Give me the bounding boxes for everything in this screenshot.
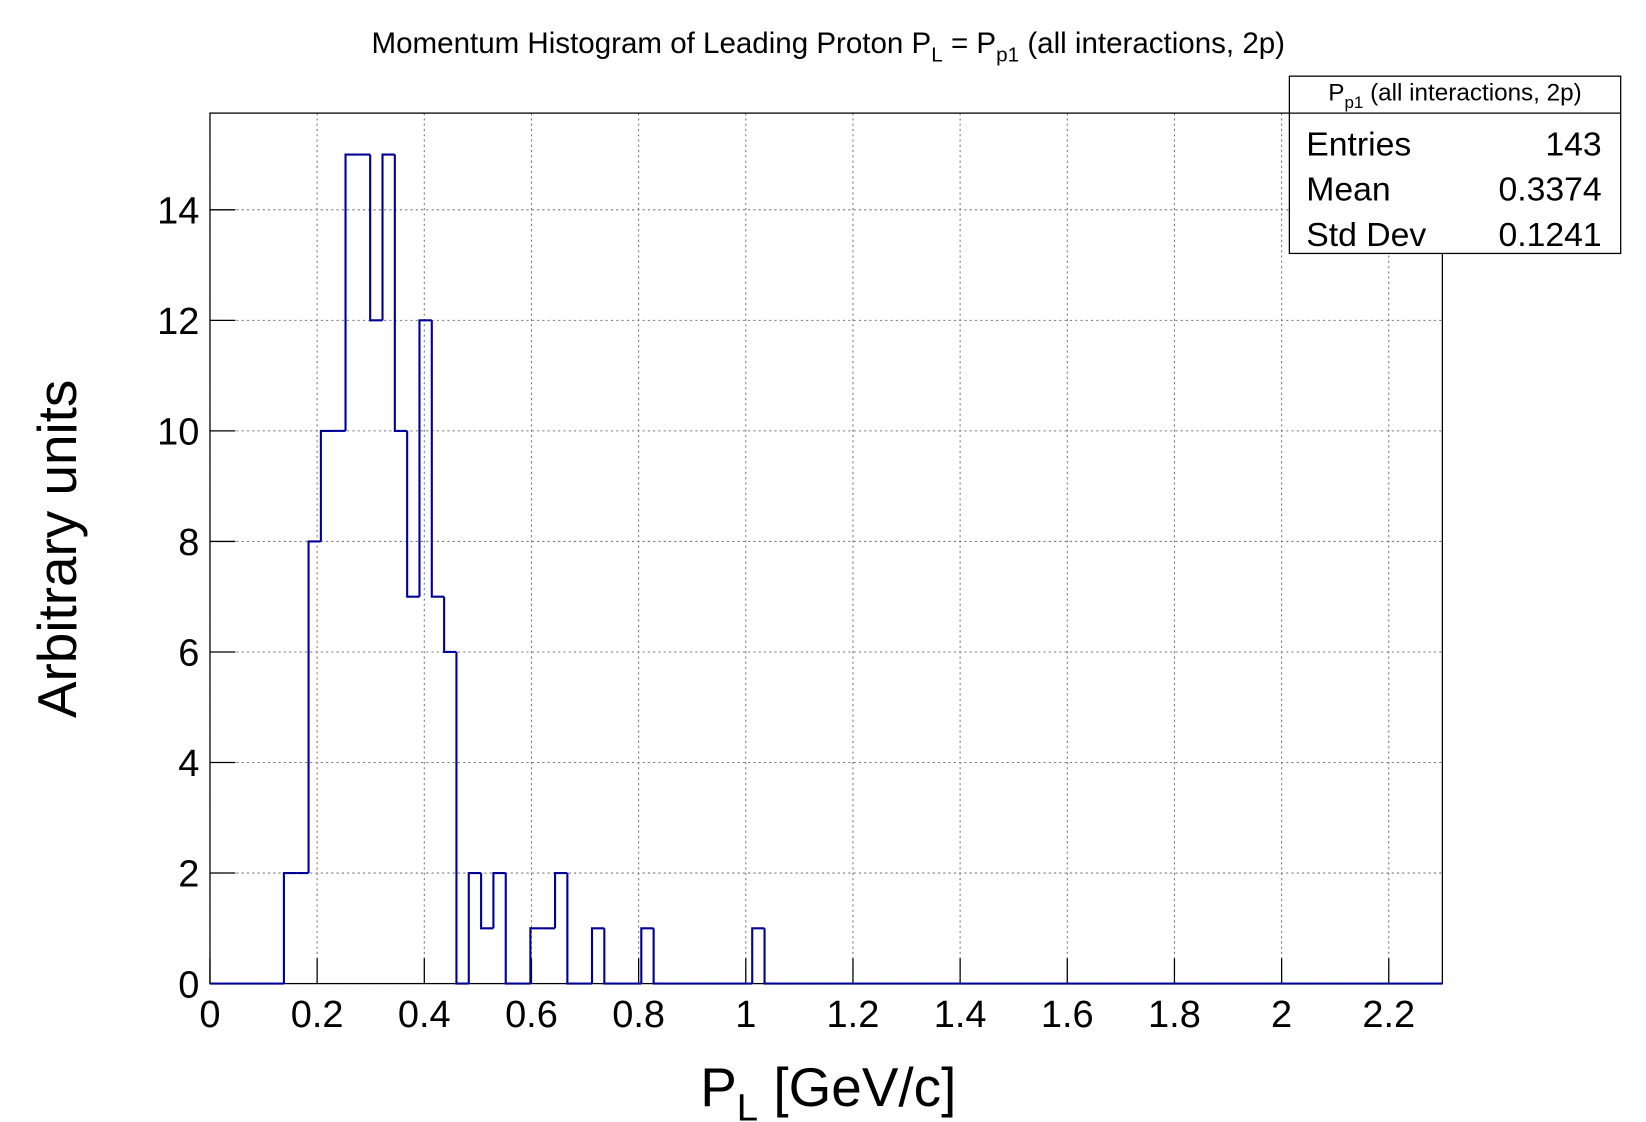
x-tick-label: 0 xyxy=(199,994,220,1036)
title-part: (all interactions, 2p) xyxy=(1019,27,1285,60)
x-tick-label: 2 xyxy=(1271,994,1292,1036)
y-tick-label: 4 xyxy=(178,743,199,785)
histogram-bin xyxy=(504,873,519,985)
histogram-bin xyxy=(603,928,617,985)
xlabel-sub: L xyxy=(737,1087,758,1122)
stats-title: Pp1 (all interactions, 2p) xyxy=(1328,79,1581,111)
y-tick-label: 12 xyxy=(157,301,199,343)
histogram-bin xyxy=(282,871,297,984)
histogram-bin xyxy=(418,319,432,597)
histogram-bin xyxy=(566,873,580,985)
x-tick-label: 2.2 xyxy=(1362,994,1415,1036)
xlabel-part: [GeV/c] xyxy=(758,1056,956,1118)
histogram-bin xyxy=(307,540,321,874)
y-tick-label: 6 xyxy=(178,633,199,675)
stats-label: Std Dev xyxy=(1306,216,1426,254)
stats-title-part: P xyxy=(1328,79,1344,106)
histogram-bin xyxy=(553,871,568,929)
x-tick-label: 0.4 xyxy=(398,994,451,1036)
stats-value: 0.3374 xyxy=(1498,171,1601,209)
histogram-bin xyxy=(430,320,445,598)
stats-frame xyxy=(1288,75,1622,255)
histogram-bin xyxy=(492,871,506,929)
histogram-bin xyxy=(529,927,543,984)
y-tick-label: 14 xyxy=(157,191,199,233)
stats-title-sub: p1 xyxy=(1344,93,1363,112)
stats-box: Pp1 (all interactions, 2p) Entries 143 Mea… xyxy=(1288,75,1622,255)
histogram-bin xyxy=(763,928,777,985)
histogram-bin xyxy=(344,153,358,431)
y-axis-label: Arbitrary units xyxy=(26,380,88,718)
stats-title-part: (all interactions, 2p) xyxy=(1363,79,1581,106)
histogram-bin xyxy=(381,153,395,321)
title-sub: p1 xyxy=(996,43,1019,66)
x-tick-label: 0.2 xyxy=(291,994,344,1036)
y-tick-label: 0 xyxy=(178,964,199,1006)
y-tick-label: 8 xyxy=(178,522,199,564)
x-tick-label: 1 xyxy=(735,994,756,1036)
x-tick-label: 1.8 xyxy=(1148,994,1201,1036)
y-tick-label: 10 xyxy=(157,412,199,454)
x-tick-label: 0.6 xyxy=(505,994,558,1036)
histogram-bin xyxy=(369,154,383,322)
stats-label: Mean xyxy=(1306,171,1390,209)
histogram-bin xyxy=(455,651,469,985)
histogram-bin xyxy=(640,927,654,984)
histogram-bin xyxy=(319,429,334,542)
histogram-bin xyxy=(751,927,765,984)
x-tick-label: 0.8 xyxy=(612,994,665,1036)
y-tick-label: 2 xyxy=(178,854,199,896)
title-part: = P xyxy=(943,27,996,60)
xlabel-part: P xyxy=(700,1056,737,1118)
x-tick-label: 1.2 xyxy=(827,994,880,1036)
x-tick-label: 1.4 xyxy=(934,994,987,1036)
histogram-bin xyxy=(393,154,408,432)
histogram-bin xyxy=(443,596,457,654)
x-axis-label: PL [GeV/c] xyxy=(700,1056,956,1122)
histogram-bin xyxy=(406,430,420,598)
stats-value: 143 xyxy=(1545,125,1601,163)
x-tick-label: 1.6 xyxy=(1041,994,1094,1036)
histogram-bin xyxy=(652,928,666,985)
histogram-bin xyxy=(467,871,482,984)
stats-label: Entries xyxy=(1306,125,1411,163)
title-sub: L xyxy=(931,43,943,66)
stats-value: 0.1241 xyxy=(1498,216,1601,254)
chart-title: Momentum Histogram of Leading Proton PL … xyxy=(372,27,1286,66)
histogram-bin xyxy=(590,927,605,984)
title-part: Momentum Histogram of Leading Proton P xyxy=(372,27,932,60)
histogram-bin xyxy=(480,873,494,930)
